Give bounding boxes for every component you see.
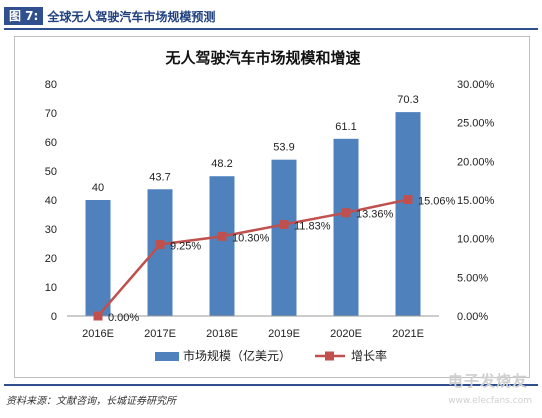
figure-title: 全球无人驾驶汽车市场规模预测 — [47, 9, 216, 24]
growth-rate-marker — [155, 239, 165, 249]
bar-value-label: 40 — [92, 182, 104, 194]
watermark-url: www.elecfans.com — [448, 396, 532, 406]
left-y-tick-label: 50 — [45, 166, 57, 178]
growth-rate-label: 11.83% — [294, 221, 331, 233]
right-y-tick-label: 25.00% — [457, 118, 495, 130]
x-tick-label: 2019E — [268, 328, 300, 340]
growth-rate-label: 9.25% — [170, 240, 201, 252]
bar-2016E — [85, 200, 111, 316]
bar-2019E — [271, 159, 297, 316]
x-tick-label: 2020E — [330, 328, 362, 340]
header-divider — [4, 28, 538, 30]
growth-rate-marker — [217, 231, 227, 241]
x-tick-label: 2021E — [392, 328, 424, 340]
left-y-tick-label: 0 — [51, 311, 57, 323]
watermark-logo: 电子发烧友 — [447, 372, 528, 390]
x-tick-label: 2017E — [144, 328, 176, 340]
chart-title: 无人驾驶汽车市场规模和增速 — [164, 49, 360, 67]
growth-rate-marker — [341, 208, 351, 218]
bar-value-label: 43.7 — [149, 171, 170, 183]
right-y-tick-label: 5.00% — [457, 272, 488, 284]
bar-2017E — [147, 189, 173, 316]
bar-2020E — [333, 138, 359, 316]
legend-bar-swatch — [155, 352, 179, 361]
right-y-tick-label: 20.00% — [457, 156, 495, 168]
source-note: 资料来源：文献咨询，长城证券研究所 — [6, 396, 176, 407]
chart-svg: 无人驾驶汽车市场规模和增速 0 10 20 30 40 50 60 70 80 0.00% 5.00%… — [45, 49, 495, 363]
legend-line-label: 增长率 — [351, 348, 387, 363]
growth-rate-label: 15.06% — [418, 196, 456, 208]
figure-header: 图 7: 全球无人驾驶汽车市场规模预测 — [4, 6, 538, 26]
growth-rate-line — [97, 198, 409, 317]
bar-value-label: 48.2 — [211, 158, 232, 170]
chart-frame: 无人驾驶汽车市场规模和增速 0 10 20 30 40 50 60 70 80 0.00% 5.00%… — [14, 36, 530, 378]
footer-divider — [4, 384, 538, 386]
right-y-tick-label: 0.00% — [457, 311, 488, 323]
left-y-tick-label: 80 — [45, 79, 57, 91]
right-y-tick-label: 15.00% — [457, 195, 495, 207]
right-y-tick-label: 30.00% — [457, 79, 495, 91]
growth-rate-marker — [93, 311, 103, 321]
bar-value-label: 53.9 — [273, 142, 294, 154]
left-y-tick-label: 10 — [45, 282, 57, 294]
legend-bar-label: 市场规模（亿美元） — [183, 348, 291, 363]
left-y-tick-label: 70 — [45, 108, 57, 120]
left-y-tick-label: 60 — [45, 137, 57, 149]
growth-rate-label: 10.30% — [232, 232, 270, 244]
bar-value-label: 70.3 — [397, 94, 418, 106]
bar-2018E — [209, 176, 235, 316]
growth-rate-label: 13.36% — [356, 209, 394, 221]
left-y-tick-label: 40 — [45, 195, 57, 207]
legend-line-marker — [325, 351, 334, 361]
figure-number-label: 图 7: — [4, 7, 44, 25]
growth-rate-marker — [279, 220, 289, 230]
x-tick-label: 2018E — [206, 328, 238, 340]
left-y-tick-label: 20 — [45, 253, 57, 265]
growth-rate-marker — [403, 195, 413, 205]
growth-rate-label: 0.00% — [108, 312, 139, 324]
left-y-tick-label: 30 — [45, 224, 57, 236]
bar-2021E — [395, 112, 421, 316]
bar-value-label: 61.1 — [335, 121, 356, 133]
right-y-tick-label: 10.00% — [457, 234, 495, 246]
x-tick-label: 2016E — [82, 328, 114, 340]
